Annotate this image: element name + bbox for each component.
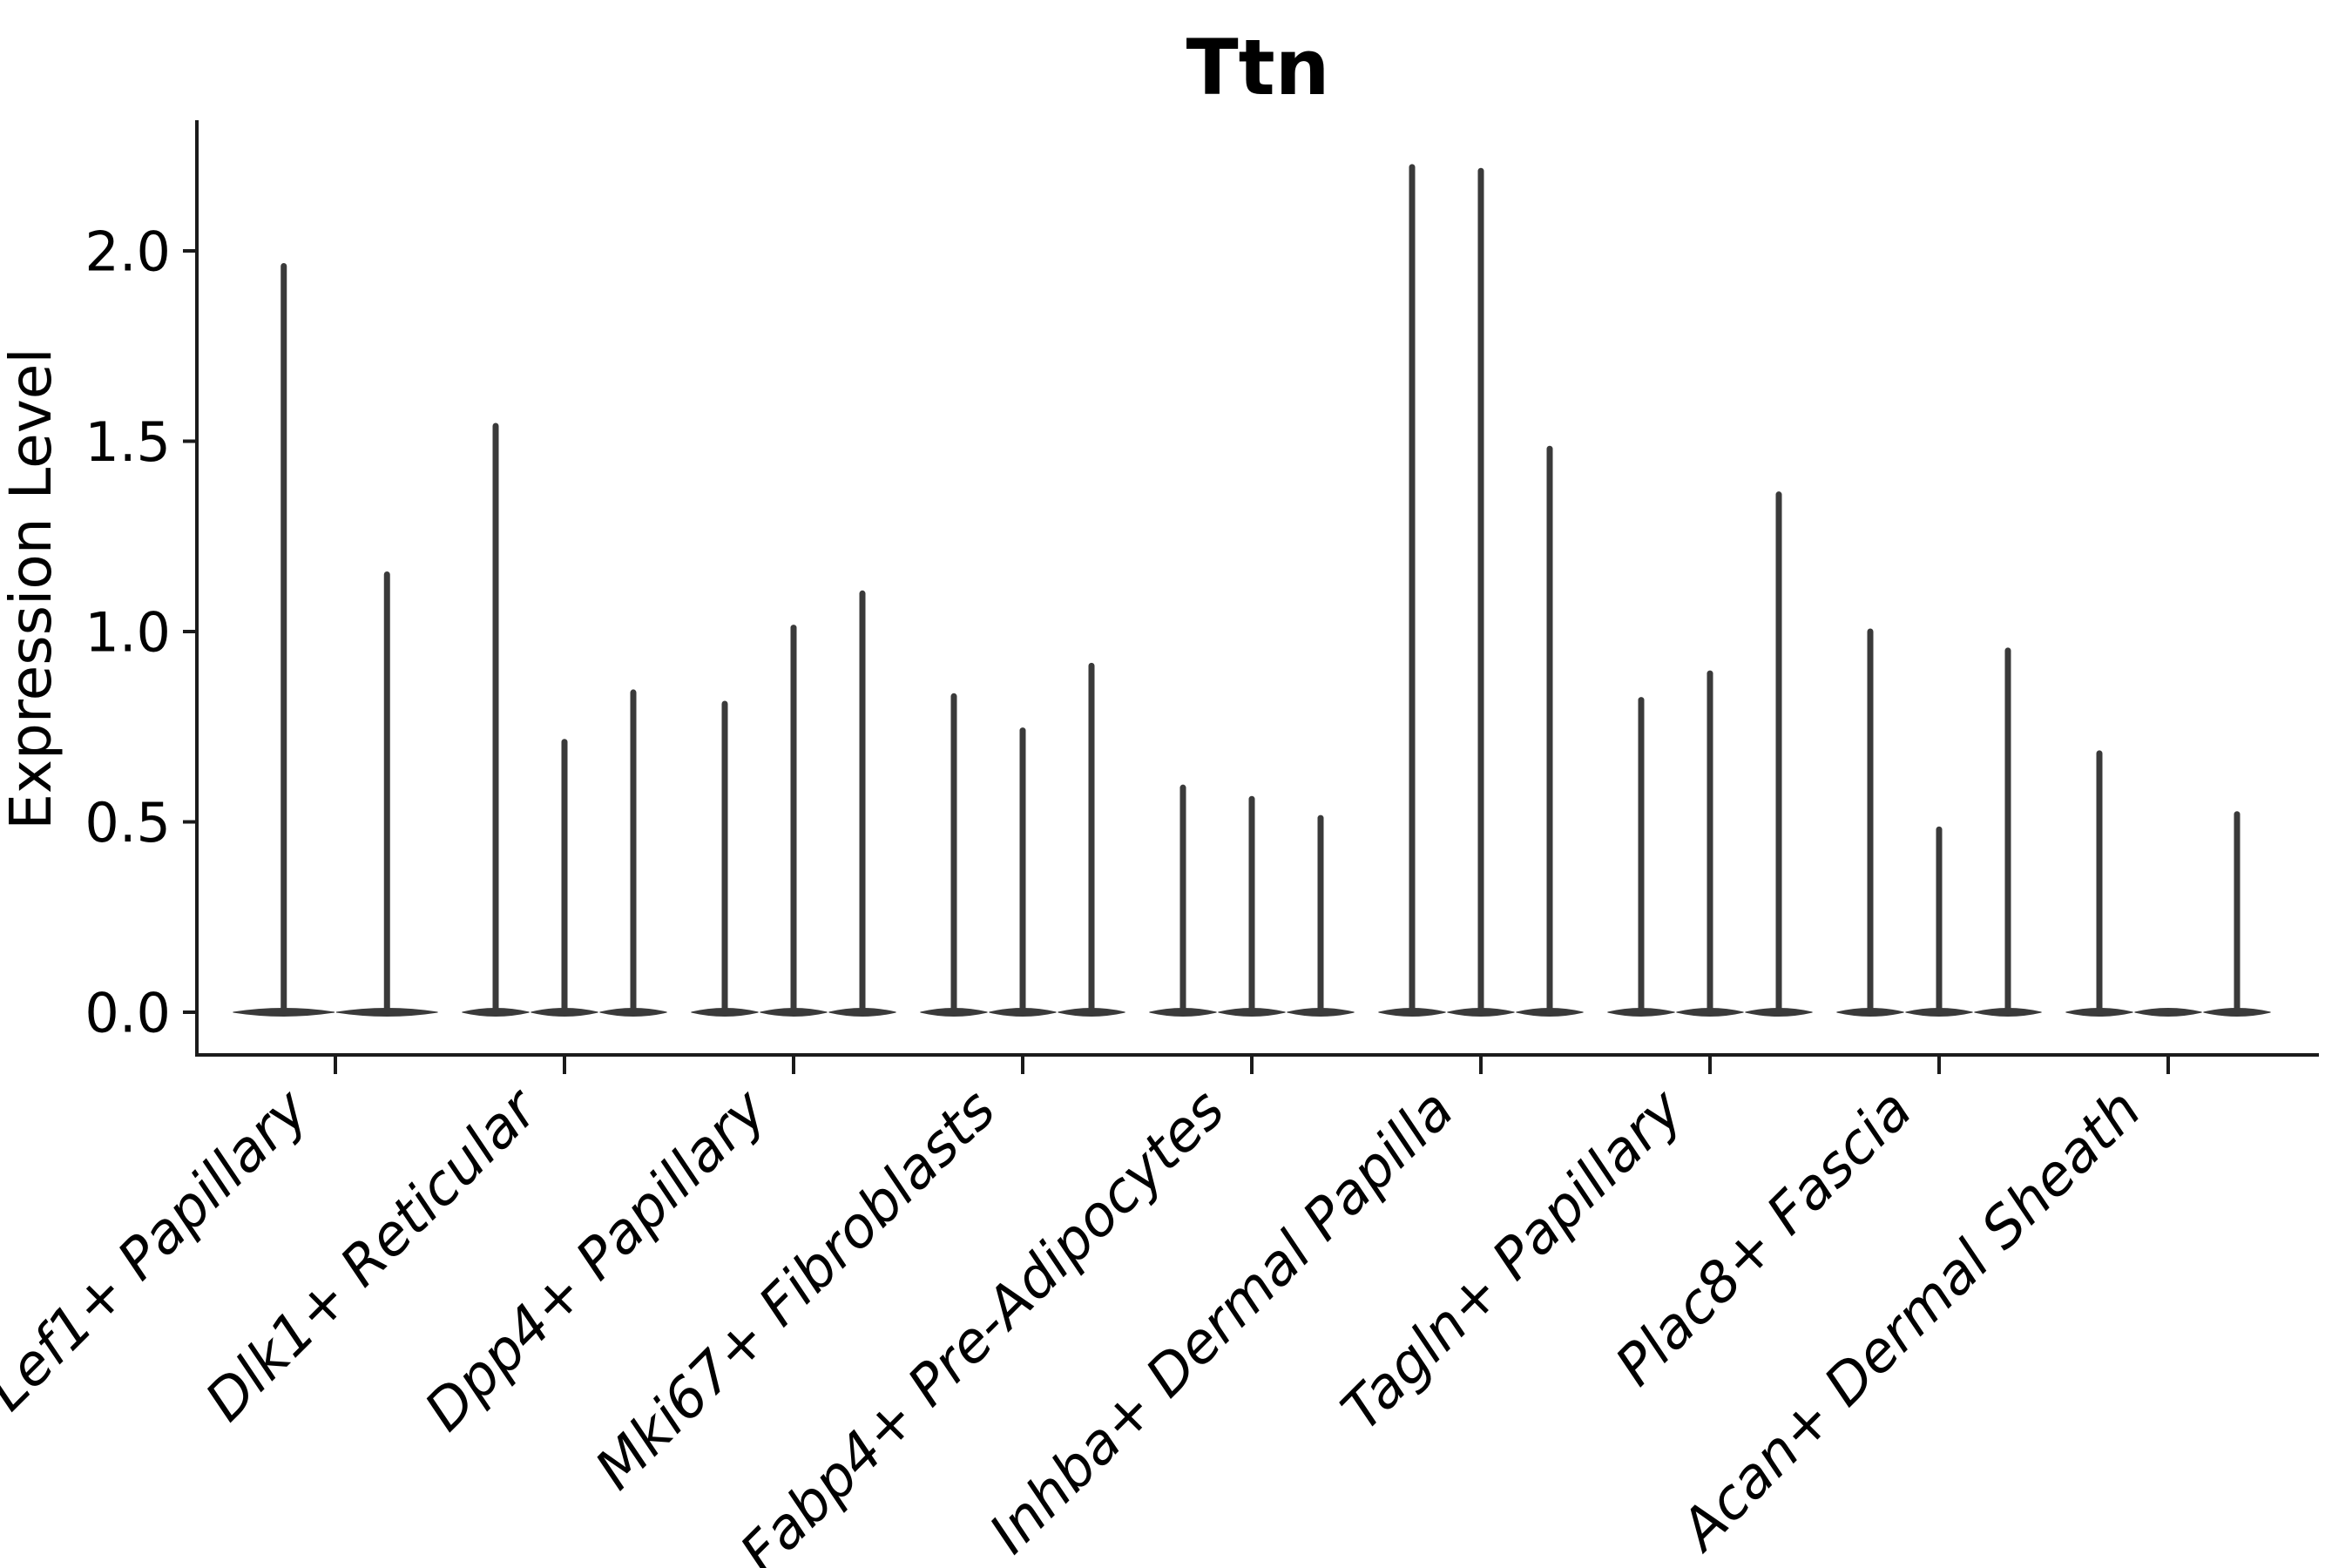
x-tick-label: Acan+ Dermal Sheath [1666,1078,2153,1565]
y-tick-label: 0.0 [84,981,171,1044]
violin-group [1149,784,1355,1017]
x-tick-label: Mki67+ Fibroblasts [584,1078,1009,1503]
violin-group [1378,164,1584,1017]
y-tick-label: 1.5 [84,410,171,474]
violin-group [691,590,896,1017]
violins [233,164,2271,1017]
violin-group [920,662,1125,1017]
violin-group [2065,750,2271,1017]
violin-group [1607,491,1813,1017]
y-tick-label: 2.0 [84,220,171,283]
chart-title: Ttn [1186,23,1330,112]
violin-base [2134,1007,2202,1017]
y-axis-label: Expression Level [0,348,64,829]
violin-group [233,262,438,1017]
y-tick-label: 0.5 [84,791,171,855]
violin-group [1836,628,2042,1017]
y-tick-label: 1.0 [84,600,171,664]
violin-group [462,422,667,1017]
x-tick-label: Inhba+ Dermal Papilla [977,1078,1466,1566]
